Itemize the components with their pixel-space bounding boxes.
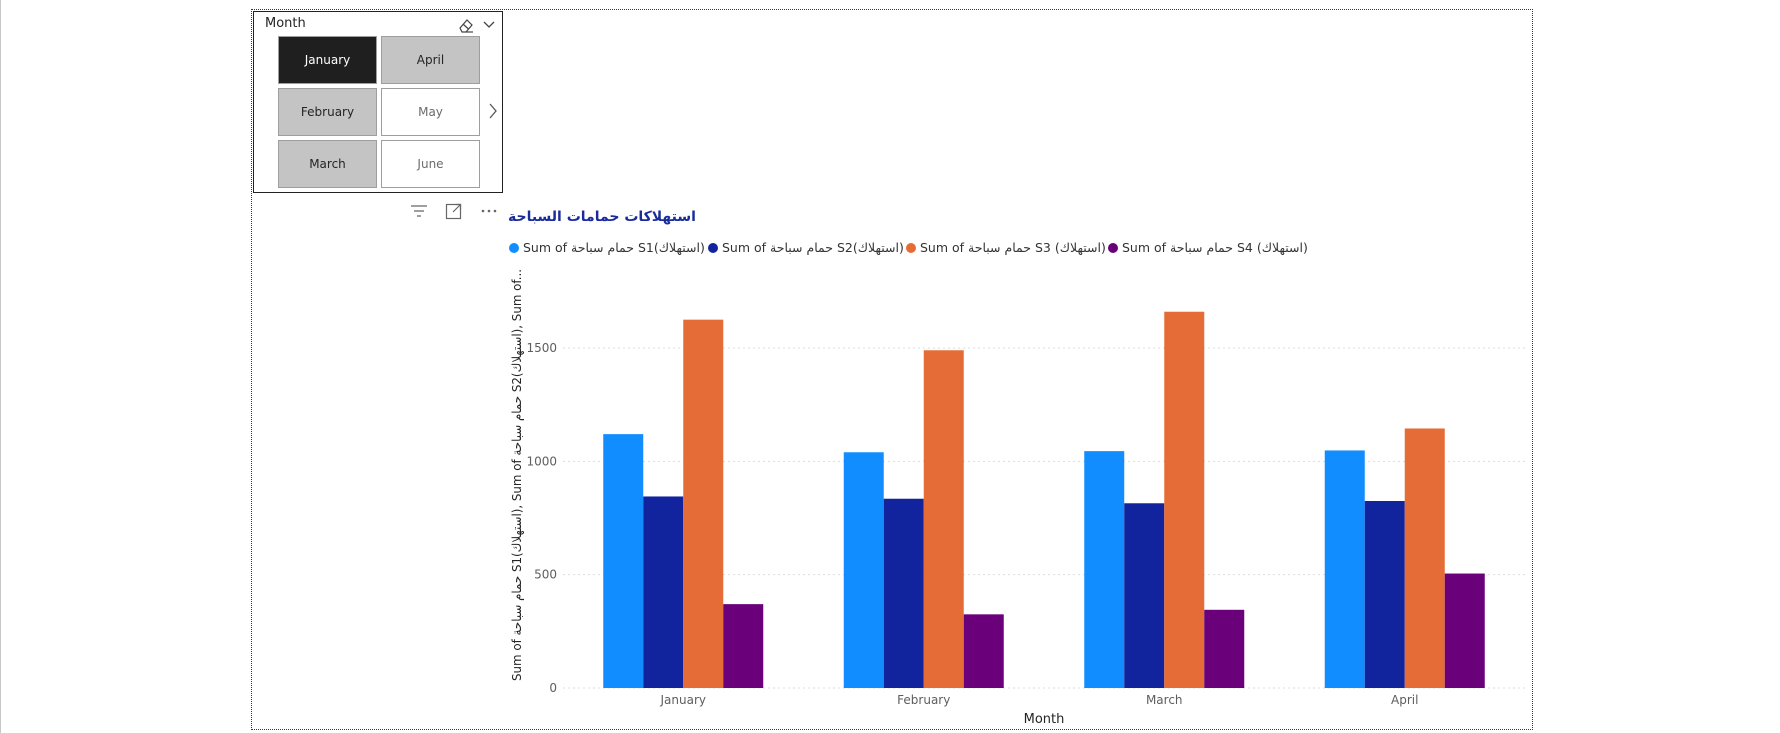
chevron-right-icon[interactable] [486, 100, 500, 122]
legend-item-s4[interactable]: Sum of حمام سباحة S4 (استهلاك) [1108, 240, 1308, 255]
x-tick-label: March [1146, 693, 1183, 707]
slicer-tile-february[interactable]: February [278, 88, 377, 136]
month-slicer: Month January April February May March J… [253, 11, 503, 193]
legend-dot-s1 [509, 242, 519, 253]
slicer-title: Month [265, 16, 306, 31]
legend-dot-s3 [906, 242, 916, 253]
legend-dot-s2 [708, 242, 718, 253]
window-edge [0, 0, 1, 733]
filter-icon[interactable] [408, 200, 430, 222]
legend-label-s2: Sum of حمام سباحة S2(استهلاك) [722, 240, 904, 255]
chevron-down-icon[interactable] [480, 15, 498, 35]
bar [1324, 450, 1365, 688]
bar [923, 350, 964, 688]
legend-dot-s4 [1108, 242, 1118, 253]
bar [723, 604, 764, 688]
legend-label-s1: Sum of حمام سباحة S1(استهلاك) [523, 240, 705, 255]
slicer-tile-march[interactable]: March [278, 140, 377, 188]
bar [1444, 573, 1485, 688]
bar [643, 496, 684, 688]
report-canvas [251, 9, 1533, 730]
legend-item-s2[interactable]: Sum of حمام سباحة S2(استهلاك) [708, 240, 904, 255]
legend-item-s1[interactable]: Sum of حمام سباحة S1(استهلاك) [509, 240, 705, 255]
bar [843, 452, 884, 688]
focus-mode-icon[interactable] [443, 200, 465, 222]
y-tick-label: 500 [534, 568, 557, 582]
slicer-tile-may[interactable]: May [381, 88, 480, 136]
bar [1124, 503, 1165, 688]
bar [603, 434, 644, 688]
bar [1084, 451, 1125, 688]
bar [1364, 501, 1405, 688]
bar [1204, 609, 1245, 688]
bar [883, 498, 924, 688]
bar [1404, 428, 1445, 688]
slicer-tile-april[interactable]: April [381, 36, 480, 84]
x-tick-label: April [1391, 693, 1418, 707]
bar [1164, 311, 1205, 688]
y-axis-title: Sum of حمام سباحة S1(استهلاك), Sum of حم… [509, 269, 525, 681]
x-axis-title: Month [1024, 712, 1065, 727]
x-tick-label: January [660, 693, 707, 707]
legend-label-s3: Sum of حمام سباحة S3 (استهلاك) [920, 240, 1106, 255]
more-options-icon[interactable] [478, 200, 500, 222]
eraser-icon[interactable] [456, 15, 476, 35]
slicer-tile-june[interactable]: June [381, 140, 480, 188]
slicer-tile-january[interactable]: January [278, 36, 377, 84]
bar [963, 614, 1004, 688]
y-tick-label: 1000 [526, 454, 557, 468]
chart-title: استهلاكات حمامات السباحة [508, 209, 696, 225]
x-tick-label: February [897, 693, 950, 707]
legend-label-s4: Sum of حمام سباحة S4 (استهلاك) [1122, 240, 1308, 255]
legend-item-s3[interactable]: Sum of حمام سباحة S3 (استهلاك) [906, 240, 1106, 255]
bar [683, 319, 724, 688]
y-tick-label: 0 [549, 681, 557, 695]
y-tick-label: 1500 [526, 341, 557, 355]
